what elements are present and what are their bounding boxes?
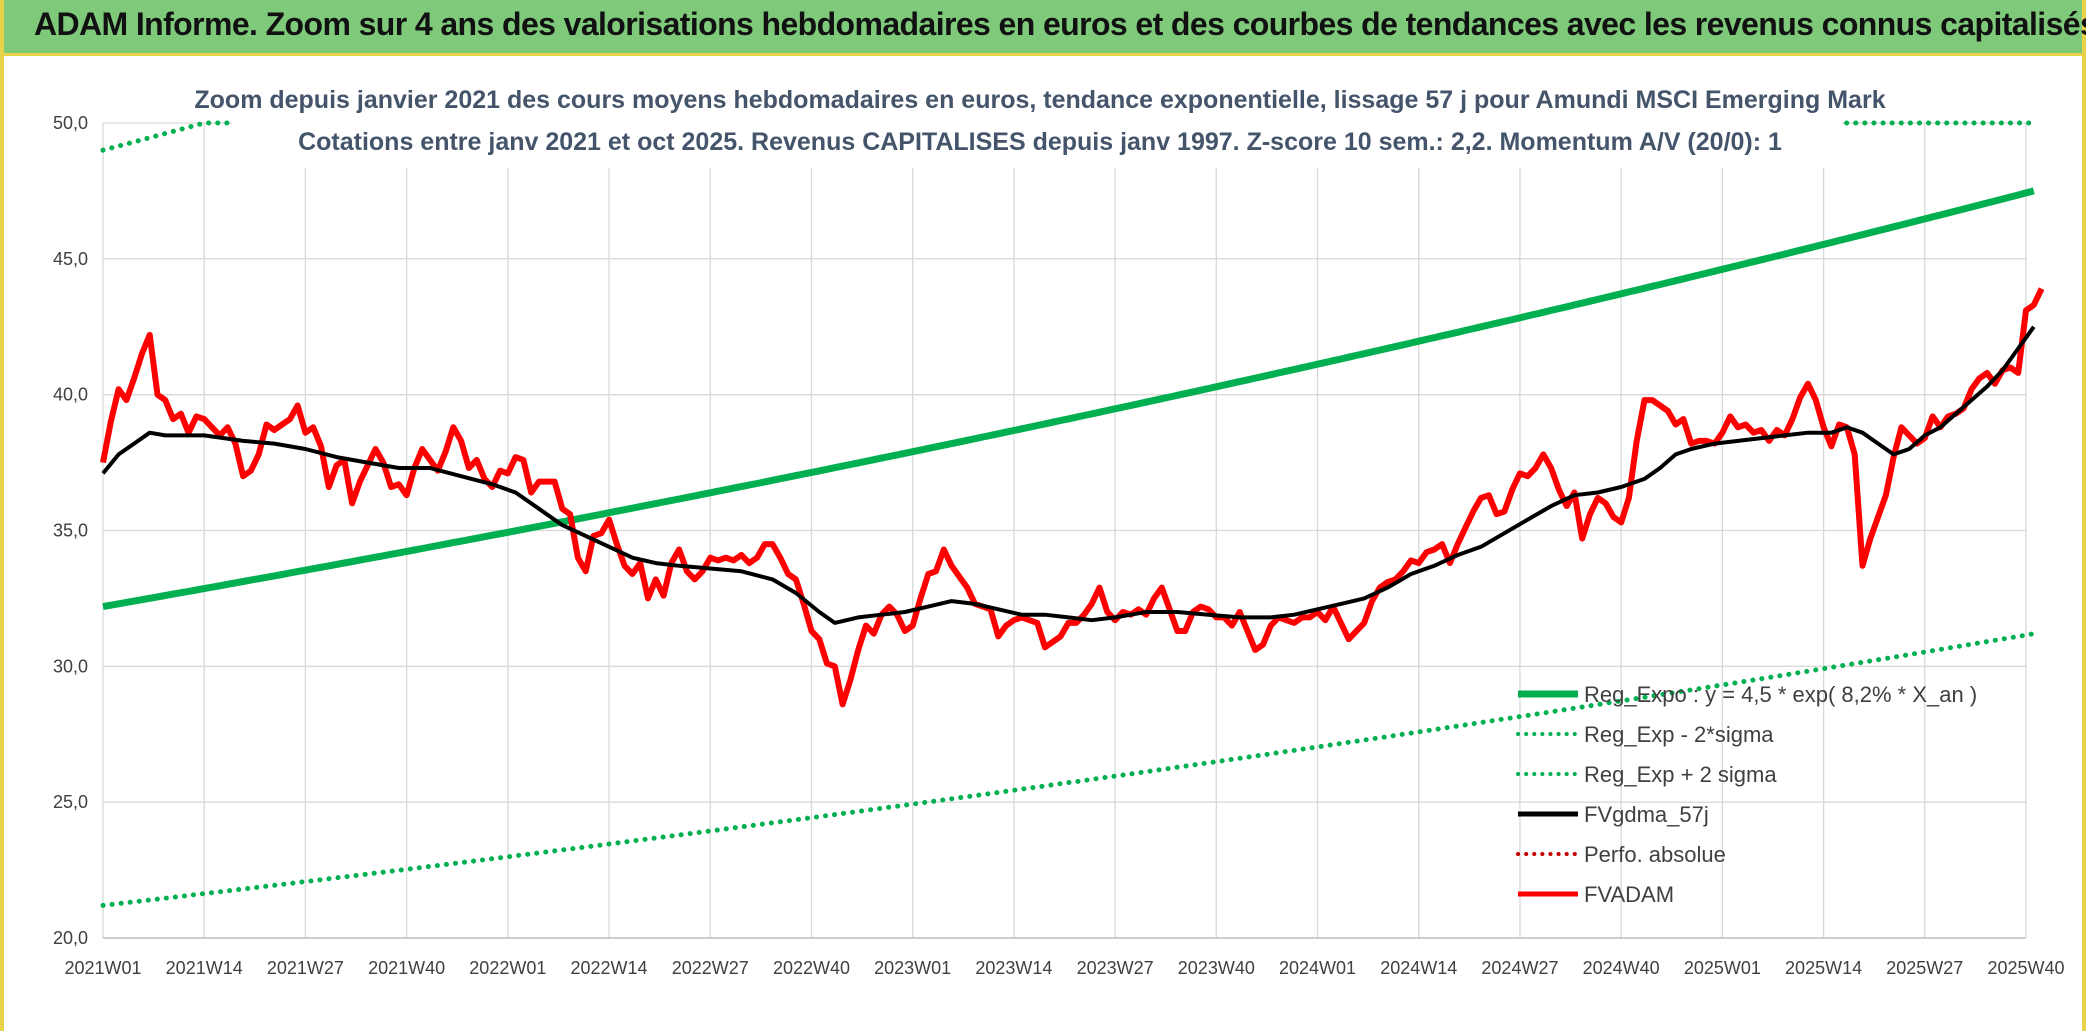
x-axis-ticks: 2021W01 2021W14 2021W27 2021W40 2022W01 2022W… — [64, 958, 2064, 978]
x-tick-label: 2024W01 — [1279, 958, 1356, 978]
x-tick-label: 2024W14 — [1380, 958, 1457, 978]
x-tick-label: 2025W01 — [1684, 958, 1761, 978]
x-tick-label: 2023W01 — [874, 958, 951, 978]
legend-label: Reg_Expo : y = 4,5 * exp( 8,2% * X_an ) — [1584, 682, 1977, 707]
x-tick-label: 2023W40 — [1178, 958, 1255, 978]
series-fvgdma — [101, 325, 2036, 625]
x-tick-label: 2021W14 — [166, 958, 243, 978]
x-tick-label: 2022W14 — [571, 958, 648, 978]
legend: Reg_Expo : y = 4,5 * exp( 8,2% * X_an ) R… — [1516, 682, 1977, 907]
x-tick-label: 2023W14 — [975, 958, 1052, 978]
y-tick-label: 25,0 — [53, 792, 88, 812]
series-fvadam — [100, 287, 2045, 708]
legend-label: FVgdma_57j — [1584, 802, 1709, 827]
series-layer — [100, 120, 2045, 908]
y-tick-label: 40,0 — [53, 385, 88, 405]
title-background — [232, 78, 1842, 168]
legend-label: Reg_Exp - 2*sigma — [1584, 722, 1774, 747]
x-tick-label: 2021W27 — [267, 958, 344, 978]
y-tick-label: 30,0 — [53, 656, 88, 676]
chart-title-line-1: Zoom depuis janvier 2021 des cours moyen… — [194, 86, 1885, 114]
chart-title-line-2: Cotations entre janv 2021 et oct 2025. R… — [298, 128, 1782, 156]
y-tick-label: 50,0 — [53, 113, 88, 133]
legend-label: FVADAM — [1584, 882, 1674, 907]
x-tick-label: 2021W01 — [64, 958, 141, 978]
report-title: ADAM Informe. Zoom sur 4 ans des valoris… — [34, 6, 2086, 42]
legend-label: Reg_Exp + 2 sigma — [1584, 762, 1777, 787]
x-tick-label: 2021W40 — [368, 958, 445, 978]
x-tick-label: 2025W27 — [1886, 958, 1963, 978]
y-tick-label: 20,0 — [53, 928, 88, 948]
series-lower-band — [100, 631, 2037, 908]
report-banner: ADAM Informe. Zoom sur 4 ans des valoris… — [4, 0, 2086, 56]
y-axis-ticks: 20,0 25,0 30,0 35,0 40,0 45,0 50,0 — [53, 113, 88, 948]
y-tick-label: 45,0 — [53, 249, 88, 269]
series-regression — [102, 187, 2035, 611]
x-tick-label: 2023W27 — [1077, 958, 1154, 978]
gridlines — [102, 122, 2027, 939]
x-tick-label: 2022W27 — [672, 958, 749, 978]
x-tick-label: 2025W14 — [1785, 958, 1862, 978]
legend-label: Perfo. absolue — [1584, 842, 1726, 867]
x-tick-label: 2022W01 — [469, 958, 546, 978]
x-tick-label: 2025W40 — [1987, 958, 2064, 978]
x-tick-label: 2024W27 — [1481, 958, 1558, 978]
x-tick-label: 2022W40 — [773, 958, 850, 978]
x-tick-label: 2024W40 — [1583, 958, 1660, 978]
y-tick-label: 35,0 — [53, 521, 88, 541]
